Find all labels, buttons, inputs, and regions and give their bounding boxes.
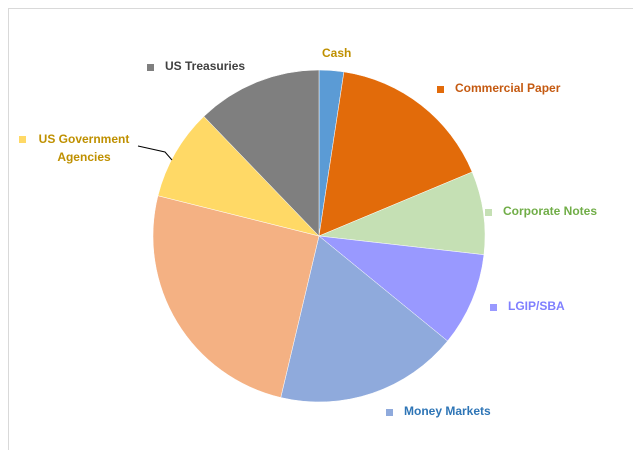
slice-label: Commercial Paper <box>455 81 561 95</box>
chart-border <box>8 8 633 450</box>
legend-marker <box>19 136 26 143</box>
pie-slice <box>203 69 320 237</box>
pie-slice <box>318 235 485 342</box>
slice-label: Corporate Notes <box>503 204 597 218</box>
legend-marker <box>437 86 444 93</box>
pie-slice <box>318 71 473 237</box>
slice-label: Money Markets <box>404 404 491 418</box>
slice-label: US Government Agencies <box>38 132 130 164</box>
slice-label: Cash <box>322 46 351 60</box>
legend-marker <box>490 304 497 311</box>
legend-marker <box>485 209 492 216</box>
pie-slice <box>152 195 320 398</box>
legend-marker <box>147 64 154 71</box>
pie-slice <box>280 235 448 403</box>
slice-label: LGIP/SBA <box>508 299 565 313</box>
slice-label: US Treasuries <box>165 59 245 73</box>
pie-slice <box>157 116 320 237</box>
legend-marker <box>386 409 393 416</box>
leader-line <box>137 145 173 161</box>
